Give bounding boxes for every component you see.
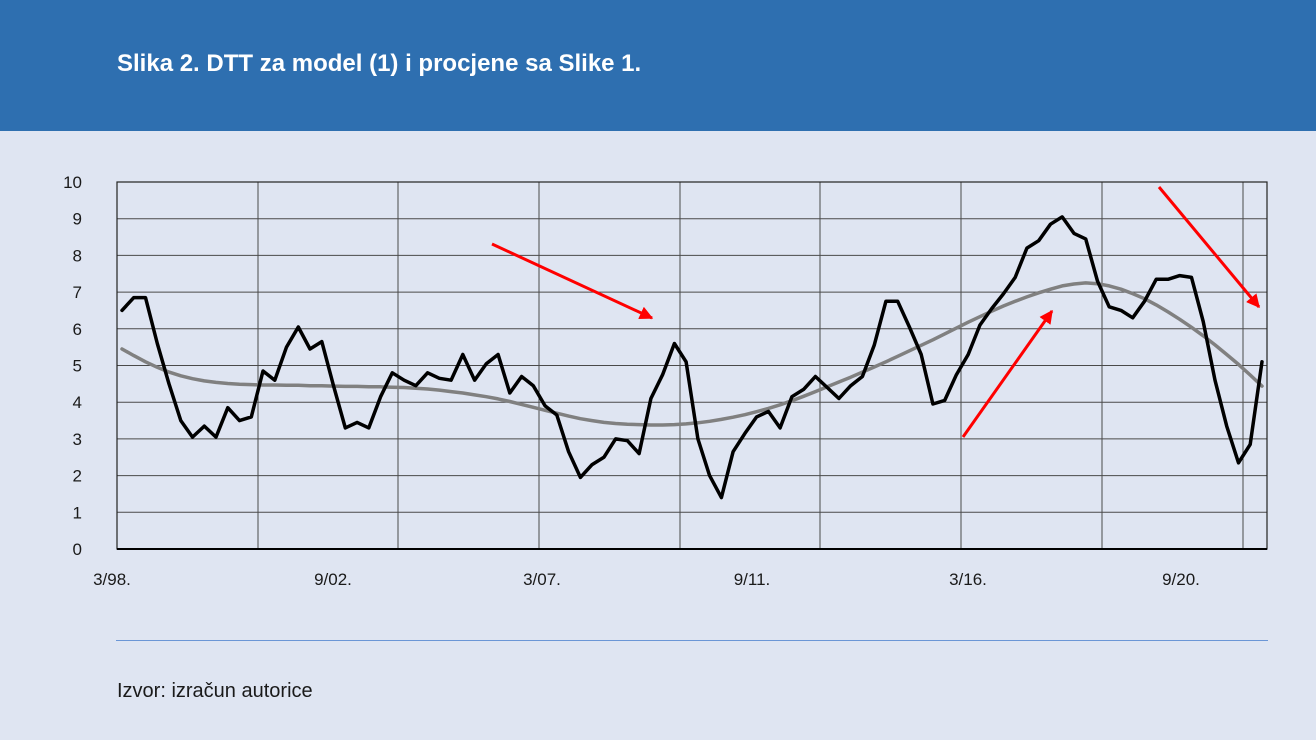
y-tick-label: 0	[73, 540, 82, 559]
y-tick-label: 1	[73, 503, 82, 522]
y-tick-label: 2	[73, 467, 82, 486]
series-line-trend	[120, 281, 1264, 427]
source-note: Izvor: izračun autorice	[117, 680, 313, 702]
x-tick-label: 9/02.	[314, 570, 352, 589]
y-tick-label: 4	[73, 393, 82, 412]
series-line-dtt	[120, 215, 1264, 500]
arrow-annotation-down-right	[491, 242, 654, 320]
y-tick-label: 10	[63, 173, 82, 192]
x-tick-label: 3/07.	[523, 570, 561, 589]
y-tick-label: 7	[73, 283, 82, 302]
y-tick-label: 5	[73, 357, 82, 376]
title-banner: Slika 2. DTT za model (1) i procjene sa …	[0, 0, 1316, 131]
chart-title: Slika 2. DTT za model (1) i procjene sa …	[117, 50, 642, 77]
y-tick-label: 6	[73, 320, 82, 339]
y-tick-label: 3	[73, 430, 82, 449]
x-tick-label: 3/16.	[949, 570, 987, 589]
y-tick-label: 8	[73, 246, 82, 265]
x-tick-label: 3/98.	[93, 570, 131, 589]
arrow-annotation-up-right	[961, 309, 1054, 438]
arrow-annotation-down-right	[1157, 186, 1261, 309]
y-tick-label: 9	[73, 210, 82, 229]
footer-divider	[116, 640, 1268, 641]
x-tick-label: 9/20.	[1162, 570, 1200, 589]
x-tick-label: 9/11.	[734, 570, 771, 589]
